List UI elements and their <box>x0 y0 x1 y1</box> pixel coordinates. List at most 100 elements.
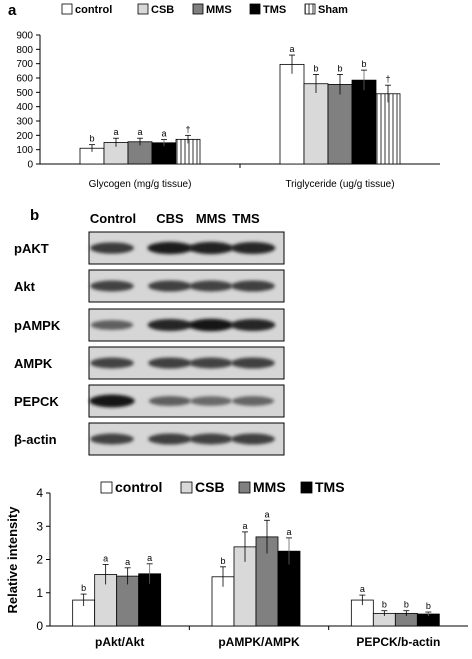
category-label: pAMPK/AMPK <box>218 635 300 649</box>
bar-tms-1 <box>351 79 377 165</box>
blot-band <box>231 396 275 406</box>
blot-row-label: AMPK <box>14 356 53 371</box>
significance-letter: b <box>337 63 342 73</box>
blot-band <box>230 319 276 331</box>
y-axis-label: Relative intensity <box>5 506 20 614</box>
blot-band <box>148 396 192 406</box>
y-tick-label: 400 <box>16 102 33 113</box>
significance-letter: b <box>313 63 318 73</box>
legend-label-mms: MMS <box>253 479 286 495</box>
blot-band <box>230 242 276 254</box>
significance-letter: a <box>103 553 108 563</box>
blot-band <box>190 396 232 406</box>
legend-swatch-control <box>61 3 73 15</box>
blot-band <box>90 242 134 254</box>
y-tick-label: 100 <box>16 145 33 156</box>
blot-band <box>231 357 275 369</box>
blot-band <box>148 433 192 445</box>
significance-letter: b <box>382 600 387 610</box>
blot-band <box>90 320 134 330</box>
category-label: Triglyceride (ug/g tissue) <box>285 179 394 190</box>
bar-sham-0 <box>175 138 201 165</box>
bar-sham-1 <box>375 93 401 165</box>
legend-a: control CSB MMS TMS Sham <box>61 3 348 16</box>
lane-label-mms: MMS <box>196 211 227 226</box>
blot-row-label: Akt <box>14 279 36 294</box>
legend-b: control CSB MMS TMS <box>100 479 345 495</box>
y-tick-label: 3 <box>36 519 43 533</box>
lane-label-control: Control <box>90 211 136 226</box>
y-tick-label: 500 <box>16 88 33 99</box>
y-tick-label: 600 <box>16 74 33 85</box>
lane-label-tms: TMS <box>232 211 260 226</box>
bar-csb-1 <box>303 83 329 165</box>
blot-row-label: PEPCK <box>14 394 59 409</box>
bar-tms-0 <box>151 142 177 165</box>
y-tick-label: 0 <box>36 619 43 633</box>
significance-letter: a <box>264 509 269 519</box>
blot-band <box>148 357 192 369</box>
blot-row-label: pAMPK <box>14 318 61 333</box>
significance-letter: a <box>360 584 365 594</box>
legend-label-mms: MMS <box>206 4 232 16</box>
significance-letter: b <box>426 601 431 611</box>
y-tick-label: 800 <box>16 45 33 56</box>
blot-band <box>148 280 192 292</box>
y-tick-label: 4 <box>36 486 43 500</box>
legend-swatch-tms <box>249 3 261 15</box>
category-label: pAkt/Akt <box>95 635 144 649</box>
legend-label-sham: Sham <box>318 4 348 16</box>
y-tick-label: 0 <box>27 160 33 171</box>
legend-label-control: control <box>115 479 162 495</box>
legend-label-tms: TMS <box>263 4 286 16</box>
legend-swatch-csb <box>137 3 149 15</box>
blot-band <box>90 433 134 445</box>
y-tick-label: 700 <box>16 59 33 70</box>
significance-letter: a <box>161 129 166 139</box>
blot-band <box>147 319 193 331</box>
bar-mms-1 <box>327 84 353 165</box>
blot-band <box>188 318 234 332</box>
chart-a: 0 100 200 300 400 500 600 700 800 900 b a a a † Glycoge… <box>16 31 440 190</box>
blot-band <box>90 357 134 369</box>
blot-band <box>189 433 233 445</box>
blot-band <box>90 280 134 292</box>
category-label: Glycogen (mg/g tissue) <box>89 179 192 190</box>
significance-letter: b <box>404 600 409 610</box>
blot-band <box>231 433 275 445</box>
y-tick-label: 300 <box>16 117 33 128</box>
significance-letter: b <box>89 134 94 144</box>
legend-label-csb: CSB <box>151 4 174 16</box>
lane-label-cbs: CBS <box>156 211 184 226</box>
significance-letter: a <box>286 527 291 537</box>
y-tick-label: 900 <box>16 31 33 42</box>
panel-b-letter: b <box>30 207 39 224</box>
significance-letter: b <box>220 556 225 566</box>
bar-control-1 <box>279 63 305 165</box>
legend-swatch-mms <box>238 481 251 494</box>
significance-letter: a <box>125 557 130 567</box>
significance-letter: b <box>361 59 366 69</box>
significance-letter: † <box>185 124 190 134</box>
blot-row-label: pAKT <box>14 241 49 256</box>
significance-letter: a <box>242 521 247 531</box>
blot-band <box>189 357 233 369</box>
legend-swatch-mms <box>192 3 204 15</box>
significance-letter: a <box>289 44 294 54</box>
blot-band <box>188 241 234 255</box>
chart-b: 0 1 2 3 4 b a a a pAkt/Akt b a a a pAMPK/AMPK a b b b PEPCK… <box>5 486 468 649</box>
blot-band <box>89 394 135 408</box>
legend-label-csb: CSB <box>195 479 225 495</box>
significance-letter: b <box>81 583 86 593</box>
significance-letter: a <box>147 553 152 563</box>
significance-letter: a <box>113 127 118 137</box>
legend-label-tms: TMS <box>315 479 345 495</box>
y-tick-label: 200 <box>16 131 33 142</box>
panel-a-letter: a <box>8 2 17 19</box>
significance-letter: † <box>385 74 390 84</box>
legend-swatch-tms <box>300 481 313 494</box>
blot-band <box>147 241 193 255</box>
blot-band <box>189 280 233 292</box>
category-label: PEPCK/b-actin <box>356 635 440 649</box>
